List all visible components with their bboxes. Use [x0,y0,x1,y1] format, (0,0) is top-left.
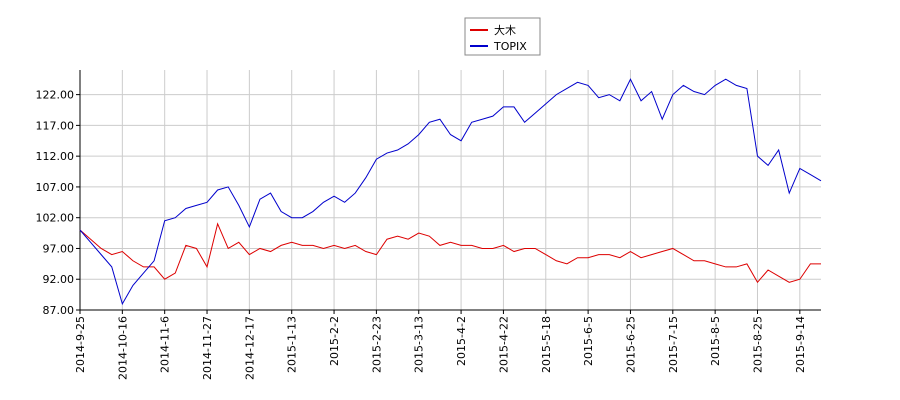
x-tick-label: 2015-1-13 [286,316,299,373]
x-tick-label: 2014-10-16 [116,316,129,380]
data-line [79,222,821,284]
x-tick-label: 2015-6-5 [582,316,595,366]
x-tick-label: 2015-4-2 [455,316,468,366]
x-tick-label: 2015-9-14 [794,316,807,373]
legend-label: 大木 [494,23,516,37]
y-tick-label: 117.00 [36,119,75,132]
legend-label: TOPIX [493,40,527,53]
y-tick-label: 102.00 [36,212,75,225]
y-tick-label: 112.00 [36,150,75,163]
x-tick-label: 2015-5-18 [540,316,553,373]
x-tick-label: 2015-4-22 [497,316,510,373]
x-tick-label: 2015-7-15 [667,316,680,373]
legend-box [464,17,541,56]
x-tick-label: 2014-12-17 [243,316,256,380]
y-tick-label: 87.00 [43,304,75,317]
plot-area [80,70,821,310]
y-tick-label: 92.00 [43,273,75,286]
x-tick-label: 2014-9-25 [74,316,87,373]
x-tick-label: 2015-2-2 [328,316,341,366]
y-tick-label: 122.00 [36,89,75,102]
x-tick-label: 2015-8-5 [709,316,722,366]
x-tick-label: 2015-3-13 [413,316,426,373]
x-tick-label: 2015-8-25 [751,316,764,373]
x-tick-label: 2014-11-27 [201,316,214,380]
y-tick-label: 97.00 [43,242,75,255]
data-line [79,78,822,306]
x-tick-label: 2015-6-25 [624,316,637,373]
y-tick-label: 107.00 [36,181,75,194]
x-tick-label: 2014-11-6 [159,316,172,373]
x-tick-label: 2015-2-23 [370,316,383,373]
